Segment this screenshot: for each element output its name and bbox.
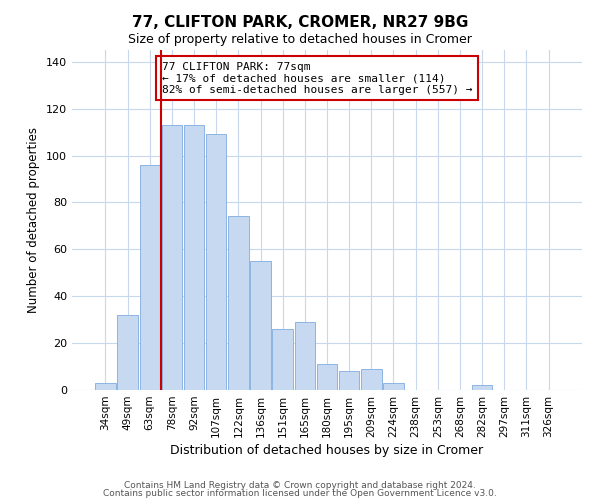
X-axis label: Distribution of detached houses by size in Cromer: Distribution of detached houses by size … [170, 444, 484, 457]
Bar [140, 165, 160, 390]
Text: 77, CLIFTON PARK, CROMER, NR27 9BG: 77, CLIFTON PARK, CROMER, NR27 9BG [132, 15, 468, 30]
Y-axis label: Number of detached properties: Number of detached properties [28, 127, 40, 313]
Bar [206, 134, 226, 390]
Text: Contains HM Land Registry data © Crown copyright and database right 2024.: Contains HM Land Registry data © Crown c… [124, 480, 476, 490]
Bar [250, 261, 271, 390]
Bar [339, 371, 359, 390]
Bar [228, 216, 248, 390]
Bar [95, 383, 116, 390]
Bar [118, 315, 138, 390]
Bar [184, 125, 204, 390]
Text: Size of property relative to detached houses in Cromer: Size of property relative to detached ho… [128, 32, 472, 46]
Bar [361, 369, 382, 390]
Bar [272, 329, 293, 390]
Bar [295, 322, 315, 390]
Bar [383, 383, 404, 390]
Bar [317, 364, 337, 390]
Bar [161, 125, 182, 390]
Bar [472, 386, 493, 390]
Text: 77 CLIFTON PARK: 77sqm
← 17% of detached houses are smaller (114)
82% of semi-de: 77 CLIFTON PARK: 77sqm ← 17% of detached… [162, 62, 472, 95]
Text: Contains public sector information licensed under the Open Government Licence v3: Contains public sector information licen… [103, 489, 497, 498]
